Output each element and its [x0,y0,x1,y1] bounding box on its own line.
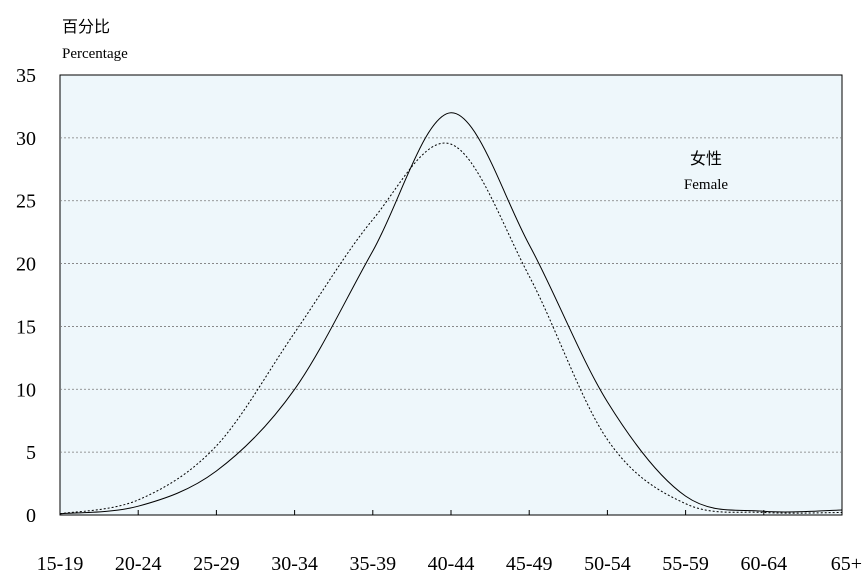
x-tick-label-35-39: 35-39 [349,553,396,575]
annotation-en: Female [684,177,728,193]
annotation-cn: 女性 [690,149,722,168]
x-tick-label-55-59: 55-59 [662,553,709,575]
y-axis-label-en: Percentage [62,46,128,62]
plot-area [59,74,843,516]
series-line-1-solid [59,112,843,515]
x-tick-label-45-49: 45-49 [506,553,553,575]
x-tick-label-30-34: 30-34 [271,553,318,575]
y-tick-label-5: 5 [26,442,36,464]
x-tick-label-15-19: 15-19 [37,553,84,575]
y-tick-label-30: 30 [16,128,36,150]
x-tick-label-20-24: 20-24 [115,553,162,575]
series-line-2-dotted [59,142,843,515]
y-tick-label-25: 25 [16,191,36,213]
y-axis-ticks: 0 5 10 15 20 25 30 35 [16,65,36,527]
x-tick-label-25-29: 25-29 [193,553,240,575]
x-tick-label-50-54: 50-54 [584,553,631,575]
y-tick-label-0: 0 [26,505,36,527]
x-tick-label-60-64: 60-64 [740,553,787,575]
x-axis-ticks: 15-19 20-24 25-29 30-34 35-39 40-44 45-49 50-54… [37,510,862,575]
y-tick-label-35: 35 [16,65,36,87]
x-tick-label-40-44: 40-44 [428,553,475,575]
x-tick-label-65+: 65+ [831,553,862,575]
y-tick-label-15: 15 [16,316,36,338]
y-tick-label-20: 20 [16,254,36,276]
series-group [59,112,843,515]
y-tick-label-10: 10 [16,379,36,401]
y-axis-label-cn: 百分比 [62,17,110,36]
